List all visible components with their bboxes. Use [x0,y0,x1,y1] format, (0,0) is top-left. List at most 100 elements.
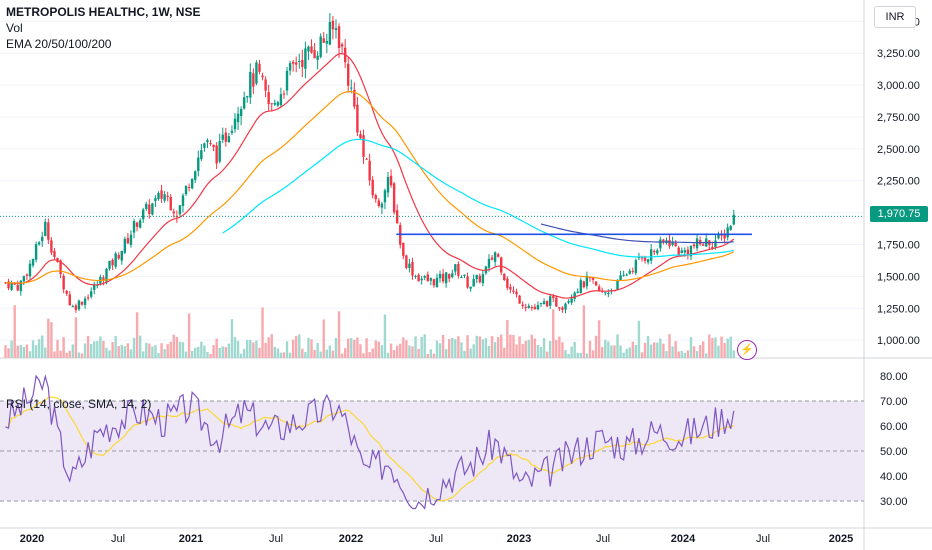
candle-body [37,242,41,245]
volume-bar [478,336,482,358]
candle-body [591,276,595,280]
candle-body [331,20,335,30]
candle-body [132,221,136,233]
volume-bar [689,337,693,358]
volume-bar [441,334,445,358]
candle-body [138,220,142,228]
candle-body [154,198,157,202]
candle-body [89,291,93,297]
candle-body [47,222,50,240]
candle-body [475,274,478,280]
volume-bar [634,345,638,358]
candle-body [80,302,84,305]
time-tick-label: 2020 [20,533,44,545]
candle-body [392,183,396,213]
candle-body [561,307,564,310]
candle-body [347,63,350,86]
volume-bar [698,345,702,358]
candle-body [187,187,191,189]
volume-bar [395,345,399,358]
volume-bar [604,339,607,358]
volume-bar [319,351,322,358]
candle-body [172,211,176,214]
candle-body [285,70,289,91]
volume-bar [304,352,307,358]
candle-body [59,260,62,275]
volume-bar [102,340,105,358]
candle-body [573,292,576,299]
candle-body [169,197,172,211]
candle-body [273,103,276,105]
candle-body [441,273,445,282]
candle-body [181,195,185,206]
rsi-tick-label: 70.00 [880,396,908,408]
candle-body [120,251,123,261]
volume-bar [169,341,172,358]
volume-bar [411,346,414,358]
candle-body [102,277,105,281]
volume-bar [496,337,500,358]
candle-body [114,253,117,267]
candle-body [145,203,148,210]
volume-bar [111,342,114,358]
volume-bar [594,335,598,358]
candle-body [301,59,304,67]
lightning-icon[interactable]: ⚡ [737,340,757,360]
volume-bar [255,340,258,358]
volume-bar [487,345,491,358]
candle-body [714,240,717,247]
volume-bar [77,352,81,358]
volume-bar [542,338,546,358]
volume-bar [356,337,359,358]
volume-bar [316,342,319,358]
volume-bar [720,336,723,358]
volume-bar [236,340,240,358]
volume-bar [31,340,35,358]
volume-bar [108,350,111,358]
volume-bar [138,335,142,358]
volume-bar [674,341,677,358]
volume-bar [291,339,295,358]
volume-bar [552,309,555,358]
volume-bar [105,347,108,358]
currency-selector[interactable]: INR [874,6,916,28]
volume-bar [145,342,148,358]
candle-body [142,209,145,220]
candle-body [438,274,442,279]
volume-bar [708,334,711,358]
candle-body [252,73,255,87]
candle-body [175,215,179,217]
volume-bar [172,334,176,358]
volume-bar [426,353,429,358]
candle-body [356,104,359,133]
price-tick-label: 2,500.00 [877,144,920,156]
candle-body [701,244,705,246]
volume-bar [331,350,335,358]
candle-body [588,276,592,279]
volume-bar [301,348,304,358]
candle-body [71,306,75,308]
candle-body [594,281,598,286]
candle-body [723,234,726,239]
candle-body [457,263,460,276]
volume-bar [47,318,50,358]
candle-body [135,222,139,227]
candle-body [420,278,423,281]
rsi-tick-label: 50.00 [880,446,908,458]
volume-bar [671,346,674,358]
volume-bar [371,348,374,358]
volume-bar [123,346,127,358]
ema-legend: EMA 20/50/100/200 [6,37,112,51]
candle-body [389,175,393,186]
volume-legend: Vol [6,21,23,35]
candle-body [16,284,19,291]
candle-body [197,157,200,172]
volume-bar [270,334,273,358]
volume-bar [19,345,23,358]
volume-bar [322,319,325,358]
candle-body [530,307,534,309]
price-tick-label: 1,000.00 [877,335,920,347]
volume-bar [160,343,163,358]
candle-body [353,89,356,107]
